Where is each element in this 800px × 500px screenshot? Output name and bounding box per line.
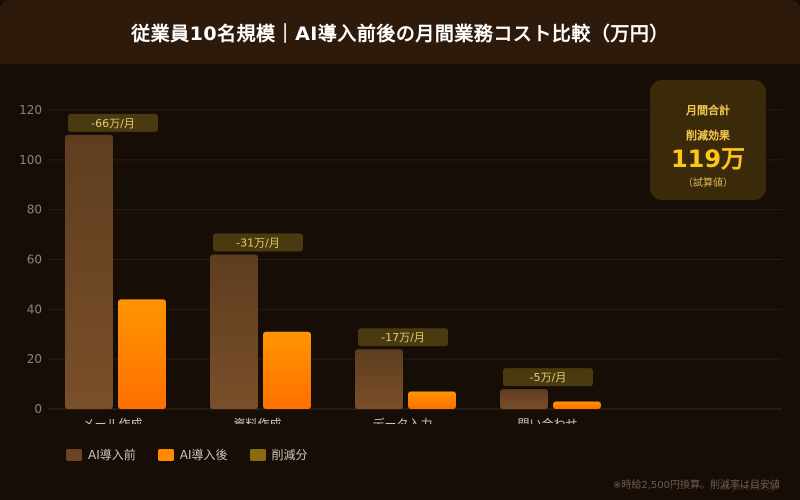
summary-line2: 削減効果 [686, 129, 730, 142]
reduction-badge-bg-3 [503, 368, 593, 387]
bar-before-3 [500, 389, 548, 409]
x-tick-label-0: メール作成 [82, 417, 142, 424]
y-tick-label-0: 0 [34, 402, 42, 416]
footnote: ※時給2,500円換算。削減率は目安値 [612, 480, 780, 491]
legend-label-after: AI導入後 [179, 448, 228, 462]
chart-header: 従業員10名規模｜AI導入前後の月間業務コスト比較（万円） [0, 0, 800, 64]
y-tick-label-80: 80 [27, 203, 42, 217]
bar-after-0 [118, 299, 166, 409]
summary-line1: 月間合計 [686, 104, 730, 117]
x-tick-label-1: 資料作成 [233, 417, 281, 424]
legend-label-reduction: 削減分 [271, 448, 308, 462]
y-axis-ticks: 0 20 40 60 80 100 120 [19, 103, 42, 416]
bars [65, 134, 601, 409]
legend-label-before: AI導入前 [88, 448, 136, 462]
bar-after-3 [553, 401, 601, 409]
x-tick-label-2: データ入力 [372, 416, 432, 424]
legend: AI導入前 AI導入後 削減分 [66, 446, 308, 463]
summary-total: 119万 [670, 145, 746, 173]
reduction-badge-bg-2 [358, 328, 448, 347]
legend-swatch-before [66, 448, 82, 461]
reduction-label-1: -31万/月 [236, 237, 280, 250]
chart-title: 従業員10名規模｜AI導入前後の月間業務コスト比較（万円） [131, 22, 669, 45]
reduction-badge-bg-1 [213, 233, 303, 252]
x-tick-label-3: 問い合わせ [517, 416, 577, 424]
legend-item-after: AI導入後 [157, 446, 228, 463]
y-tick-label-60: 60 [27, 253, 42, 267]
y-tick-label-120: 120 [19, 103, 42, 117]
y-tick-label-100: 100 [19, 153, 42, 167]
y-tick-label-40: 40 [27, 302, 42, 316]
bar-after-2 [408, 391, 456, 409]
grid-lines [48, 109, 782, 410]
legend-swatch-after [157, 448, 174, 461]
y-tick-label-20: 20 [27, 352, 42, 366]
bar-after-1 [263, 331, 311, 409]
reduction-badges: -66万/月 -31万/月 -17万/月 -5万/月 [68, 113, 593, 387]
legend-swatch-reduction [249, 448, 266, 461]
reduction-label-2: -17万/月 [381, 331, 425, 344]
reduction-label-3: -5万/月 [530, 371, 567, 384]
reduction-badge-bg-0 [68, 113, 158, 132]
bar-before-2 [355, 349, 403, 409]
summary-note: （試算値） [683, 178, 733, 189]
bar-before-0 [65, 134, 113, 409]
x-axis-labels: メール作成 資料作成 データ入力 問い合わせ [82, 416, 577, 424]
reduction-label-0: -66万/月 [91, 117, 135, 130]
savings-summary-box: 月間合計 削減効果 119万 （試算値） [650, 80, 766, 200]
bar-before-1 [210, 254, 258, 409]
legend-item-before: AI導入前 [66, 446, 136, 463]
legend-item-reduction: 削減分 [249, 446, 308, 463]
watermark: ai-pocket.jp [719, 482, 778, 493]
